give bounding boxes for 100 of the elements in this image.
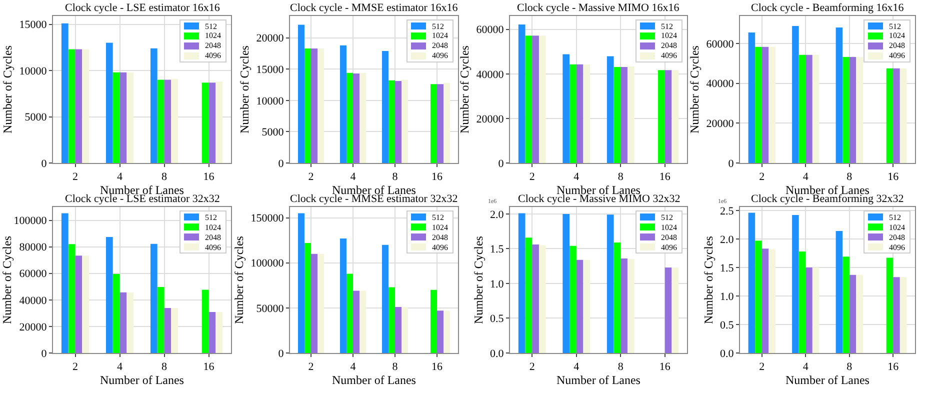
legend-label: 2048 (661, 233, 677, 242)
y-tick-label: 1.0 (720, 290, 734, 303)
bar (157, 80, 164, 163)
bar (126, 292, 134, 353)
bar (340, 45, 346, 163)
bar (402, 307, 408, 353)
x-tick-label: 16 (203, 171, 215, 184)
y-tick-label: 1.0 (490, 278, 504, 290)
y-tick-label: 1.5 (490, 244, 504, 256)
bar (112, 274, 120, 353)
bar (171, 78, 178, 163)
bar (106, 237, 113, 353)
bar (532, 36, 539, 163)
y-axis-title: Number of Cycles (0, 45, 15, 134)
y-tick-label: 10000 (256, 95, 284, 108)
bar (360, 72, 366, 163)
bar (538, 245, 546, 353)
x-tick-label: 2 (308, 361, 314, 374)
legend-label: 1024 (661, 223, 677, 232)
bar (353, 74, 360, 163)
bar (388, 80, 395, 163)
bar (388, 287, 395, 353)
x-tick-label: 4 (574, 361, 580, 374)
x-tick-label: 8 (162, 171, 168, 184)
y-tick-label: 20000 (476, 113, 504, 126)
bar (360, 290, 366, 353)
legend-label: 1024 (889, 223, 905, 232)
bar (792, 26, 799, 163)
y-tick-label: 60000 (706, 38, 734, 50)
y-tick-label: 80000 (19, 242, 48, 254)
legend-label: 4096 (432, 51, 448, 60)
legend-label: 1024 (432, 223, 448, 232)
bar (606, 56, 614, 163)
bar (171, 308, 178, 353)
bar (202, 290, 209, 353)
x-tick-label: 4 (574, 171, 580, 184)
y-tick-label: 2.5 (720, 205, 734, 218)
bar (562, 214, 570, 353)
legend-label: 2048 (432, 233, 448, 242)
bar (576, 64, 584, 163)
bar (61, 23, 68, 163)
bar (583, 260, 590, 353)
chart-title: Clock cycle - MMSE estimator 16x16 (290, 2, 458, 14)
bar (886, 68, 894, 163)
bar (806, 54, 812, 163)
bar (849, 57, 856, 163)
bar (812, 267, 820, 353)
bar (620, 258, 628, 353)
bar (157, 287, 164, 353)
bar (842, 57, 850, 163)
bar (893, 277, 900, 353)
bar (762, 46, 769, 163)
y-tick-label: 0 (278, 348, 284, 360)
x-axis-title: Number of Lanes (332, 373, 416, 388)
bar (395, 81, 402, 163)
bar (849, 274, 856, 353)
bar (842, 256, 850, 353)
bar (798, 54, 806, 163)
bar (106, 42, 113, 163)
x-tick-label: 16 (659, 361, 671, 374)
y-tick-label: 20000 (19, 321, 48, 334)
bar (437, 310, 444, 353)
bar (532, 244, 539, 353)
x-tick-label: 4 (802, 171, 809, 184)
bar (583, 64, 590, 163)
y-tick-label: 0 (498, 158, 504, 170)
bar (61, 213, 68, 353)
legend-label: 1024 (432, 31, 448, 40)
bar (402, 80, 408, 163)
x-tick-label: 2 (72, 171, 78, 184)
x-tick-label: 2 (308, 171, 314, 184)
legend-label: 4096 (889, 51, 905, 60)
bar (395, 307, 402, 353)
bar (792, 214, 799, 353)
legend-label: 4096 (205, 243, 221, 252)
y-axis-title: Number of Cycles (0, 236, 14, 324)
bar (525, 36, 532, 163)
bar (68, 49, 76, 163)
bar (353, 290, 360, 353)
y-tick-label: 40000 (19, 294, 48, 307)
legend-label: 512 (432, 22, 444, 31)
bar (856, 57, 863, 163)
x-tick-label: 8 (392, 171, 398, 184)
bar (82, 256, 90, 353)
chart-title: Clock cycle - Massive MIMO 16x16 (517, 2, 680, 14)
bar (120, 292, 127, 353)
bar (893, 68, 900, 163)
bar (672, 267, 679, 353)
legend-label: 512 (432, 213, 444, 222)
x-tick-label: 8 (618, 171, 624, 184)
bar (614, 67, 621, 163)
x-tick-label: 2 (529, 361, 535, 374)
x-tick-label: 8 (162, 361, 168, 374)
bar (437, 84, 444, 163)
bar (755, 46, 762, 163)
legend-label: 2048 (889, 233, 905, 242)
bar (748, 212, 756, 353)
bar (304, 48, 311, 163)
legend-label: 512 (205, 22, 217, 31)
bar (298, 24, 304, 163)
